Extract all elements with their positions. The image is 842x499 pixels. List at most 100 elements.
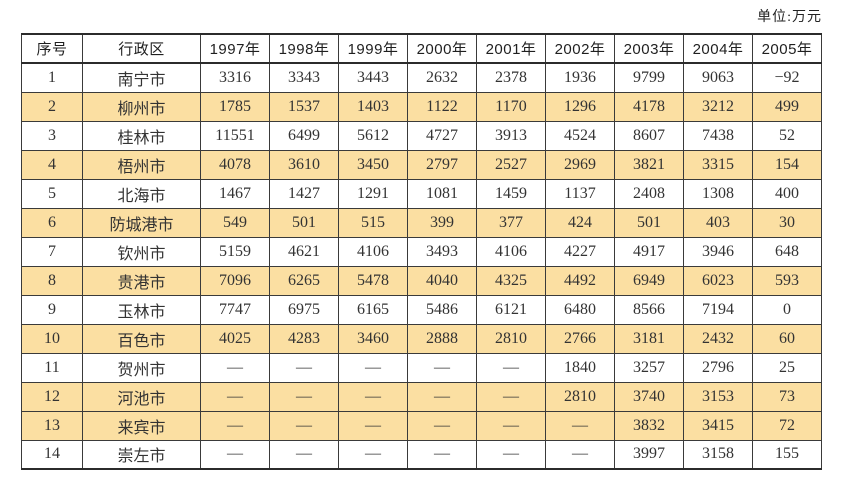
cell-value: 4283 <box>269 323 339 354</box>
cell-index: 13 <box>21 410 83 441</box>
cell-value: — <box>476 352 546 383</box>
table-head: 序号 行政区 1997年 1998年 1999年 2000年 2001年 2002年 2003年… <box>21 33 822 64</box>
cell-index: 10 <box>21 323 83 354</box>
column-header-7: 2002年 <box>545 33 615 64</box>
cell-region: 贵港市 <box>82 265 201 296</box>
cell-region: 桂林市 <box>82 120 201 151</box>
cell-value: 4106 <box>476 236 546 267</box>
cell-value: 2378 <box>476 62 546 93</box>
cell-value: 25 <box>752 352 822 383</box>
cell-region: 梧州市 <box>82 149 201 180</box>
table-row: 6 防城港市 549 501 515 399 377 424 501 403 30 <box>21 207 822 238</box>
cell-value: 499 <box>752 91 822 122</box>
cell-value: 155 <box>752 439 822 470</box>
cell-value: 3610 <box>269 149 339 180</box>
cell-value: — <box>407 439 477 470</box>
cell-value: 3315 <box>683 149 753 180</box>
cell-value: 72 <box>752 410 822 441</box>
table-row: 1 南宁市 3316 3343 3443 2632 2378 1936 9799 9063 −92 <box>21 62 822 93</box>
cell-value: 3158 <box>683 439 753 470</box>
cell-value: 0 <box>752 294 822 325</box>
column-header-9: 2004年 <box>683 33 753 64</box>
cell-value: — <box>200 410 270 441</box>
cell-region: 柳州市 <box>82 91 201 122</box>
column-header-3: 1998年 <box>269 33 339 64</box>
cell-value: 648 <box>752 236 822 267</box>
cell-value: 9799 <box>614 62 684 93</box>
cell-region: 防城港市 <box>82 207 201 238</box>
cell-value: 501 <box>614 207 684 238</box>
cell-value: 3212 <box>683 91 753 122</box>
cell-value: 6499 <box>269 120 339 151</box>
cell-value: 1291 <box>338 178 408 209</box>
cell-index: 1 <box>21 62 83 93</box>
table-row: 3 桂林市 11551 6499 5612 4727 3913 4524 8607 7438 52 <box>21 120 822 151</box>
cell-value: — <box>269 352 339 383</box>
cell-value: 8607 <box>614 120 684 151</box>
cell-index: 7 <box>21 236 83 267</box>
column-header-10: 2005年 <box>752 33 822 64</box>
cell-region: 崇左市 <box>82 439 201 470</box>
table-row: 9 玉林市 7747 6975 6165 5486 6121 6480 8566 7194 0 <box>21 294 822 325</box>
cell-value: — <box>200 439 270 470</box>
cell-value: 424 <box>545 207 615 238</box>
header-row: 序号 行政区 1997年 1998年 1999年 2000年 2001年 2002年 2003年… <box>21 33 822 64</box>
cell-value: 501 <box>269 207 339 238</box>
cell-value: 7747 <box>200 294 270 325</box>
table-row: 7 钦州市 5159 4621 4106 3493 4106 4227 4917 3946 648 <box>21 236 822 267</box>
cell-value: — <box>407 352 477 383</box>
cell-value: 549 <box>200 207 270 238</box>
cell-region: 钦州市 <box>82 236 201 267</box>
cell-value: 5612 <box>338 120 408 151</box>
cell-value: 30 <box>752 207 822 238</box>
cell-value: 3460 <box>338 323 408 354</box>
unit-label: 单位:万元 <box>757 10 822 25</box>
cell-value: 3153 <box>683 381 753 412</box>
cell-value: — <box>338 381 408 412</box>
cell-value: 3832 <box>614 410 684 441</box>
table-row: 4 梧州市 4078 3610 3450 2797 2527 2969 3821 3315 154 <box>21 149 822 180</box>
cell-value: 1081 <box>407 178 477 209</box>
cell-region: 来宾市 <box>82 410 201 441</box>
cell-index: 4 <box>21 149 83 180</box>
cell-value: 4106 <box>338 236 408 267</box>
cell-value: 8566 <box>614 294 684 325</box>
cell-value: — <box>476 410 546 441</box>
table-row: 8 贵港市 7096 6265 5478 4040 4325 4492 6949 6023 593 <box>21 265 822 296</box>
cell-value: −92 <box>752 62 822 93</box>
cell-value: — <box>545 410 615 441</box>
cell-value: 5478 <box>338 265 408 296</box>
cell-value: 6975 <box>269 294 339 325</box>
cell-value: 1308 <box>683 178 753 209</box>
cell-index: 8 <box>21 265 83 296</box>
cell-value: 3821 <box>614 149 684 180</box>
column-header-2: 1997年 <box>200 33 270 64</box>
column-header-0: 序号 <box>21 33 83 64</box>
cell-value: 6480 <box>545 294 615 325</box>
table-row: 14 崇左市 — — — — — —3997 3158 155 <box>21 439 822 470</box>
table-body: 1 南宁市 3316 3343 3443 2632 2378 1936 9799 9063 −92 2… <box>21 62 822 470</box>
cell-value: 3997 <box>614 439 684 470</box>
cell-value: 3257 <box>614 352 684 383</box>
cell-index: 11 <box>21 352 83 383</box>
cell-value: 4621 <box>269 236 339 267</box>
cell-value: 2797 <box>407 149 477 180</box>
cell-value: 399 <box>407 207 477 238</box>
cell-value: 4325 <box>476 265 546 296</box>
cell-index: 2 <box>21 91 83 122</box>
cell-value: 52 <box>752 120 822 151</box>
cell-value: 6949 <box>614 265 684 296</box>
cell-value: 5159 <box>200 236 270 267</box>
cell-value: — <box>269 439 339 470</box>
cell-value: 11551 <box>200 120 270 151</box>
cell-value: 4917 <box>614 236 684 267</box>
column-header-4: 1999年 <box>338 33 408 64</box>
cell-value: 3316 <box>200 62 270 93</box>
cell-value: 1427 <box>269 178 339 209</box>
column-header-6: 2001年 <box>476 33 546 64</box>
table-row: 10 百色市 4025 4283 3460 2888 2810 2766 3181 2432 60 <box>21 323 822 354</box>
cell-value: 403 <box>683 207 753 238</box>
cell-value: 3740 <box>614 381 684 412</box>
cell-value: 60 <box>752 323 822 354</box>
cell-value: — <box>338 352 408 383</box>
